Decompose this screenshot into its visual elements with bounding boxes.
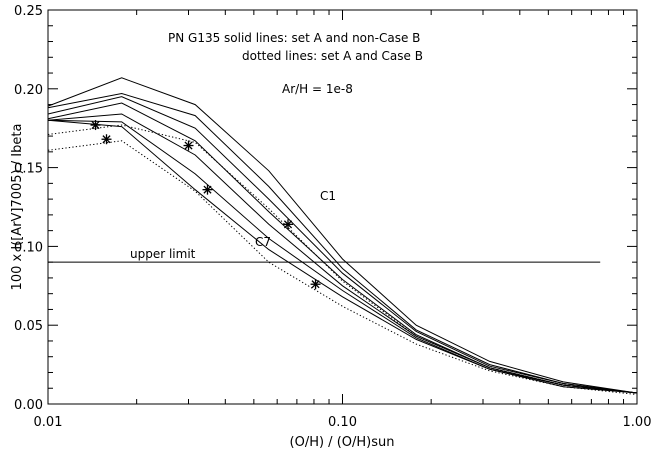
solid-line-series	[47, 92, 638, 394]
annotation-abundance: Ar/H = 1e-8	[282, 82, 353, 96]
x-tick-label: 1.00	[623, 415, 651, 430]
y-tick-label: 0.20	[14, 83, 43, 98]
star-point	[310, 279, 321, 290]
star-point	[183, 140, 194, 151]
dotted-line-series	[47, 140, 638, 395]
dotted-line-series	[47, 124, 638, 394]
star-markers	[90, 120, 321, 290]
solid-line-series	[47, 119, 638, 394]
annotation-line2: dotted lines: set A and Case B	[242, 49, 423, 63]
y-tick-label: 0.10	[14, 240, 43, 255]
x-axis-label: (O/H) / (O/H)sun	[290, 435, 395, 450]
star-point	[90, 120, 101, 131]
x-tick-label: 0.01	[34, 415, 63, 430]
plot-frame	[47, 9, 638, 405]
solid-line-series	[47, 96, 638, 394]
annotation-line1: PN G135 solid lines: set A and non-Case …	[168, 31, 420, 45]
label-upper-limit: upper limit	[130, 247, 196, 261]
x-tick-label: 0.10	[328, 415, 357, 430]
label-c1: C1	[320, 189, 336, 203]
y-tick-label: 0.25	[14, 4, 43, 19]
star-point	[282, 219, 293, 230]
y-tick-label: 0.15	[14, 162, 43, 177]
star-point	[101, 134, 112, 145]
label-c7: C7	[255, 235, 271, 249]
y-tick-label: 0.00	[14, 398, 43, 413]
star-point	[202, 184, 213, 195]
y-axis-label: 100 x I([ArV]7005) / Ibeta	[10, 124, 25, 291]
y-axis-ticks: 0.00 0.05 0.10 0.15 0.20 0.25	[14, 4, 637, 413]
model-curves	[47, 77, 638, 395]
y-tick-label: 0.05	[14, 319, 43, 334]
solid-line-series	[47, 77, 638, 394]
x-axis-ticks: 0.01 0.10 1.00	[34, 10, 651, 430]
